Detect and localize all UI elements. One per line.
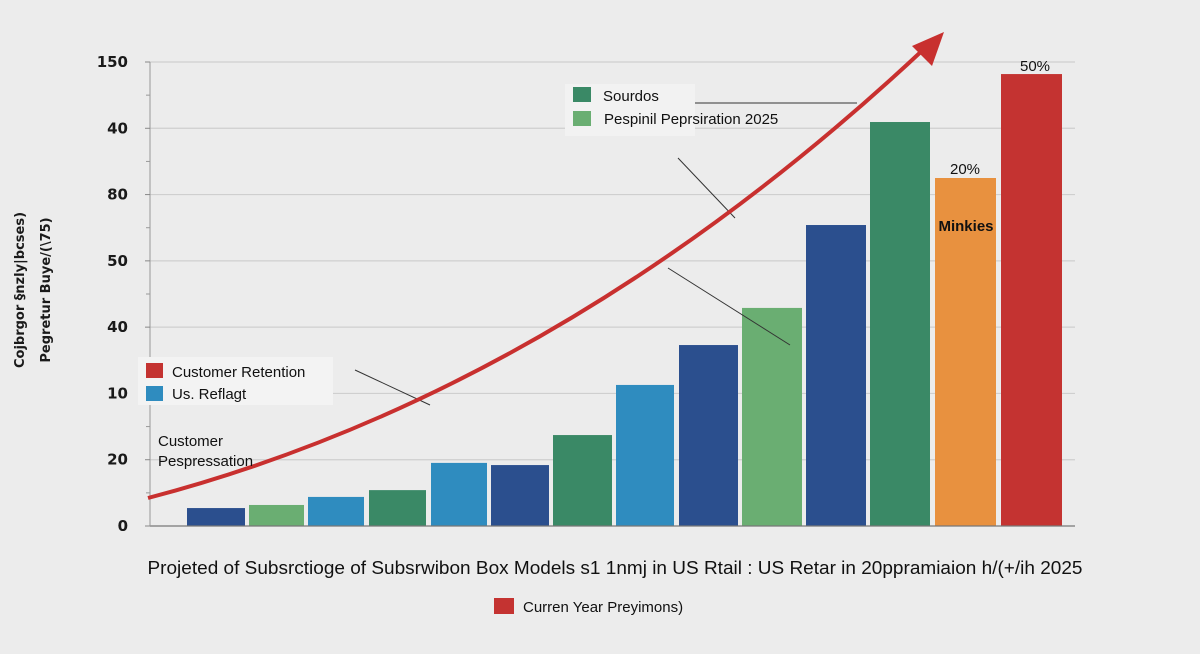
legend-swatch bbox=[146, 386, 163, 401]
y-ticks: 0 20 10 40 50 80 40 150 bbox=[97, 53, 150, 535]
bar-14 bbox=[1001, 74, 1062, 527]
legend-label-bottom: Curren Year Preyimons) bbox=[523, 599, 683, 616]
leader-line bbox=[677, 157, 736, 219]
bar-4 bbox=[369, 490, 426, 526]
legend-label: Us. Reflagt bbox=[172, 386, 247, 403]
y-tick-label: 20 bbox=[107, 451, 128, 469]
bar-2 bbox=[249, 504, 304, 526]
y-axis-label-line2: Pegretur Buye/(\75) bbox=[39, 217, 54, 362]
bar-10 bbox=[742, 307, 802, 526]
bar-6 bbox=[491, 465, 549, 526]
y-tick-label: 40 bbox=[107, 318, 128, 336]
annotation-line1: Customer bbox=[158, 433, 223, 450]
bars bbox=[187, 74, 1062, 527]
y-tick-label: 150 bbox=[97, 53, 128, 71]
y-tick-label: 0 bbox=[118, 517, 128, 535]
y-tick-label: 40 bbox=[107, 119, 128, 137]
y-tick-label: 80 bbox=[107, 186, 128, 204]
legend-label: Pespinil Peprsiration 2025 bbox=[604, 111, 778, 128]
bar-11 bbox=[806, 225, 866, 526]
bar-8 bbox=[616, 384, 674, 526]
annotation-line2: Pespressation bbox=[158, 453, 253, 470]
legend-swatch-bottom bbox=[494, 598, 514, 614]
bar-5 bbox=[431, 462, 487, 526]
data-label: 20% bbox=[950, 161, 980, 178]
legend-swatch bbox=[573, 111, 591, 126]
legend-top: Sourdos Pespinil Peprsiration 2025 bbox=[565, 84, 778, 136]
legend-label: Sourdos bbox=[603, 88, 659, 105]
data-label: Minkies bbox=[938, 218, 993, 235]
legend-swatch bbox=[146, 363, 163, 378]
data-label: 50% bbox=[1020, 58, 1050, 75]
legend-left: Customer Retention Us. Reflagt bbox=[138, 357, 333, 405]
chart-title: Projeted of Subsrctioge of Subsrwibon Bo… bbox=[148, 558, 1083, 578]
bar-13 bbox=[935, 178, 996, 526]
legend-swatch bbox=[573, 87, 591, 102]
bar-7 bbox=[553, 435, 612, 526]
y-tick-label: 50 bbox=[107, 252, 128, 270]
bar-3 bbox=[308, 496, 364, 526]
bar-12 bbox=[870, 122, 930, 526]
trend-arrow-head bbox=[912, 32, 944, 66]
leader-line bbox=[667, 267, 791, 346]
bar-1 bbox=[187, 508, 245, 526]
y-tick-label: 10 bbox=[107, 384, 128, 402]
trend-arrow-line bbox=[147, 46, 927, 500]
bar-9 bbox=[679, 345, 738, 526]
y-axis-label-line1: Cojbrgor §nzly|bcses) bbox=[13, 212, 28, 368]
legend-label: Customer Retention bbox=[172, 364, 305, 381]
